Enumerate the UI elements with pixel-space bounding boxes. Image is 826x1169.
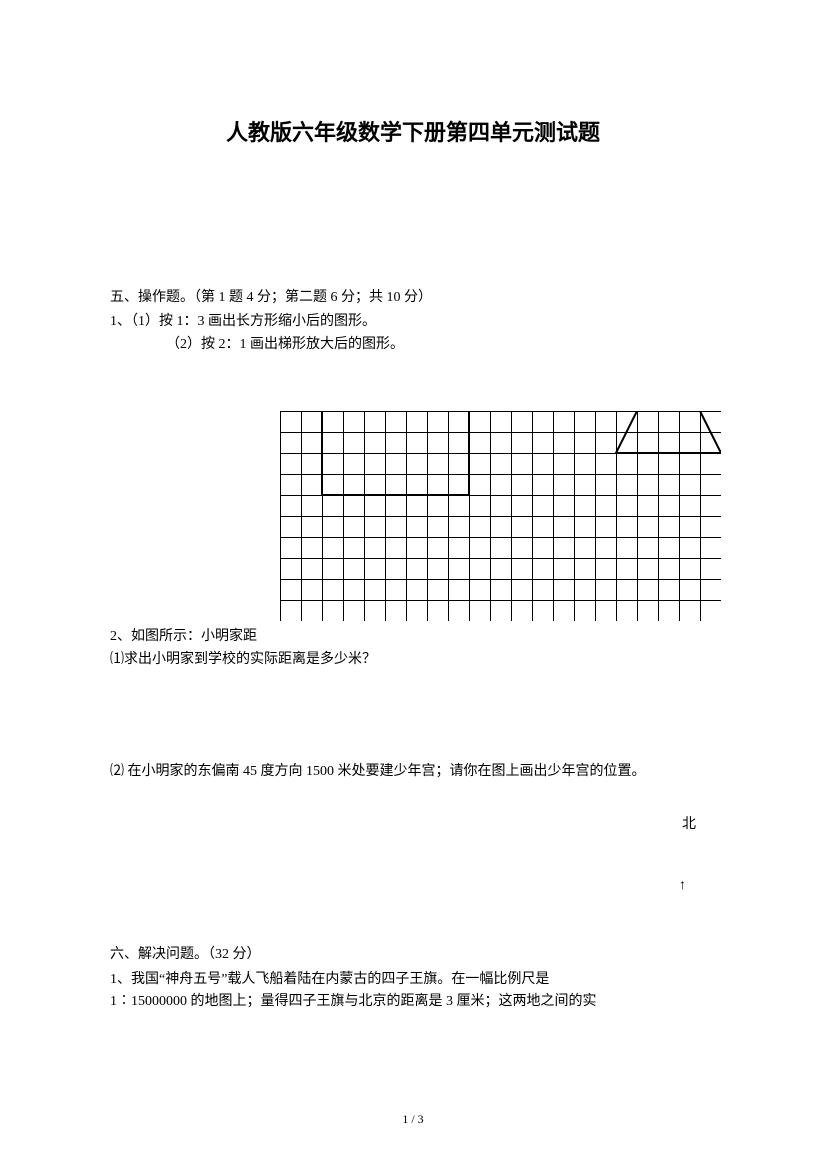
north-arrow: ↑ — [110, 878, 716, 894]
section5-heading: 五、操作题。（第 1 题 4 分；第二题 6 分；共 10 分） — [110, 287, 716, 309]
q1-line2: （2）按 2：1 画出梯形放大后的图形。 — [166, 334, 716, 356]
s6-q1-line2: 1∶15000000 的地图上；量得四子王旗与北京的距离是 3 厘米；这两地之间… — [110, 991, 716, 1013]
s6-q1-line1: 1、我国“神舟五号”载人飞船着陆在内蒙古的四子王旗。在一幅比例尺是 — [110, 969, 716, 991]
q2-prefix: 2、如图所示：小明家距 — [110, 629, 257, 644]
north-label: 北 — [110, 813, 716, 833]
q2-sub2: ⑵ 在小明家的东偏南 45 度方向 1500 米处要建少年宫；请你在图上画出少年… — [110, 761, 716, 783]
grid-figure — [280, 411, 716, 626]
section6-heading: 六、解决问题。（32 分） — [110, 944, 716, 966]
q1-line1: 1、（1）按 1：3 画出长方形缩小后的图形。 — [110, 311, 716, 333]
page-footer: 1 / 3 — [0, 1112, 826, 1127]
page-title: 人教版六年级数学下册第四单元测试题 — [110, 115, 716, 147]
q2-sub1: ⑴求出小明家到学校的实际距离是多少米？ — [110, 649, 716, 671]
